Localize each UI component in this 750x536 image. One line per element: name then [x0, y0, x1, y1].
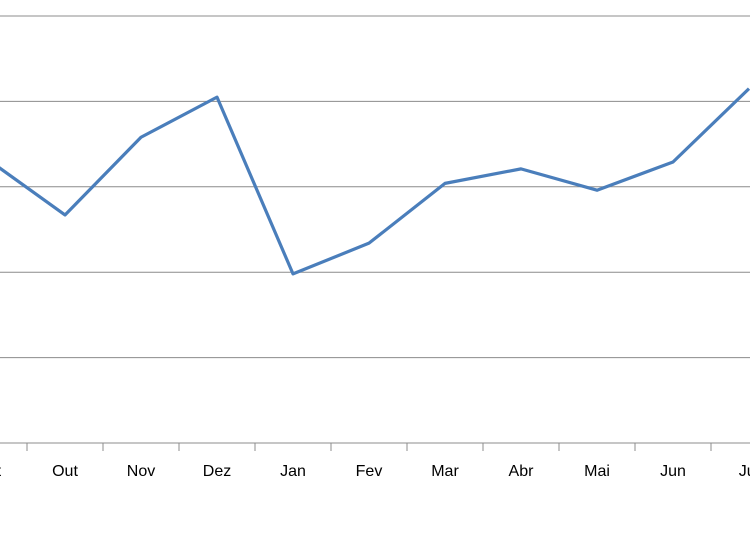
x-tick-label: Fev	[356, 463, 383, 480]
x-tick-label: Mai	[584, 463, 610, 480]
x-tick-label: Nov	[127, 463, 155, 480]
data-line	[0, 87, 750, 276]
x-tick-label: Set	[0, 463, 2, 480]
x-tick-label: Out	[52, 463, 78, 480]
x-tick-label: Jan	[280, 463, 306, 480]
x-tick-label: Mar	[431, 463, 459, 480]
x-tick-label: Jul	[739, 463, 750, 480]
x-tick-label: Jun	[660, 463, 686, 480]
x-tick-label: Abr	[509, 463, 535, 480]
x-tick-label: Dez	[203, 463, 231, 480]
